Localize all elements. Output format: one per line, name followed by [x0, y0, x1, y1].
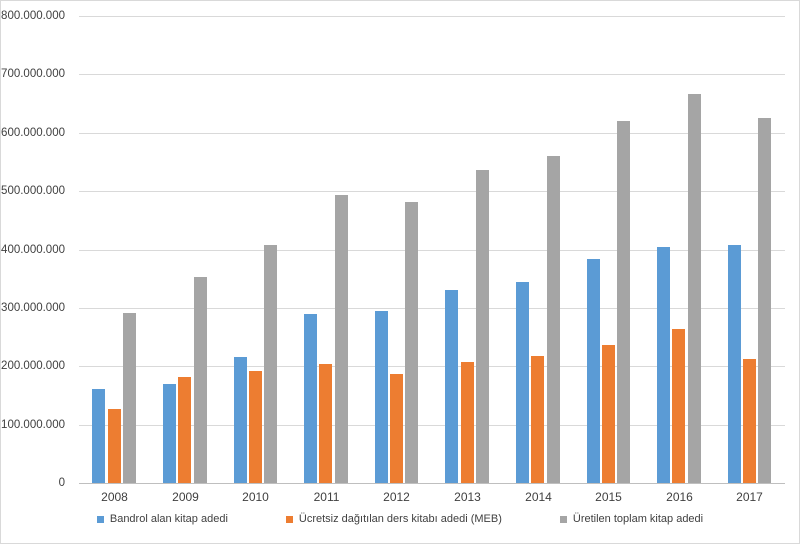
x-axis-label: 2015 [595, 490, 622, 504]
x-axis-label: 2014 [525, 490, 552, 504]
bar-series3-2015 [617, 121, 630, 483]
gridline [79, 16, 785, 17]
gridline [79, 425, 785, 426]
gridline [79, 74, 785, 75]
bar-series3-2016 [688, 94, 701, 483]
bar-series3-2014 [547, 156, 560, 483]
bar-series3-2008 [123, 313, 136, 483]
bar-series2-2017 [743, 359, 756, 483]
legend-label: Ücretsiz dağıtılan ders kitabı adedi (ME… [298, 513, 502, 525]
y-axis-tick-label: 300.000.000 [1, 302, 65, 314]
bar-series3-2017 [758, 118, 771, 483]
bar-series3-2011 [335, 195, 348, 483]
legend-label: Bandrol alan kitap adedi [109, 513, 228, 525]
bar-series3-2010 [264, 245, 277, 483]
gridline [79, 191, 785, 192]
y-axis-tick-label: 200.000.000 [1, 360, 65, 372]
x-axis-label: 2013 [454, 490, 481, 504]
bar-series3-2012 [405, 202, 418, 483]
y-axis-tick-label: 100.000.000 [1, 419, 65, 431]
bar-series2-2009 [178, 377, 191, 483]
bar-series1-2015 [587, 259, 600, 483]
bar-series2-2013 [461, 362, 474, 483]
bar-series1-2011 [304, 314, 317, 483]
y-axis-tick-label: 600.000.000 [1, 127, 65, 139]
x-axis-label: 2012 [383, 490, 410, 504]
bar-series1-2013 [445, 290, 458, 483]
legend-item: Üretilen toplam kitap adedi [559, 513, 704, 525]
x-axis-label: 2008 [101, 490, 128, 504]
bar-series3-2009 [194, 277, 207, 483]
y-axis-tick-label: 700.000.000 [1, 68, 65, 80]
legend-item: Ücretsiz dağıtılan ders kitabı adedi (ME… [285, 513, 502, 525]
bar-series1-2017 [728, 245, 741, 483]
gridline [79, 250, 785, 251]
y-axis-tick-label: 0 [58, 477, 65, 489]
gridline [79, 366, 785, 367]
bar-series1-2012 [375, 311, 388, 483]
bar-series2-2015 [602, 345, 615, 483]
bar-series2-2008 [108, 409, 121, 483]
x-axis-label: 2016 [666, 490, 693, 504]
y-axis-tick-label: 400.000.000 [1, 244, 65, 256]
bar-series2-2012 [390, 374, 403, 483]
bar-series1-2014 [516, 282, 529, 483]
legend-label: Üretilen toplam kitap adedi [572, 513, 704, 525]
x-axis-label: 2010 [242, 490, 269, 504]
legend-swatch-icon [559, 515, 567, 523]
bar-series1-2016 [657, 247, 670, 483]
legend: Bandrol alan kitap adedi Ücretsiz dağıtıl… [1, 513, 799, 525]
gridline [79, 133, 785, 134]
x-axis-label: 2009 [172, 490, 199, 504]
x-axis-label: 2011 [313, 490, 340, 504]
bar-series2-2014 [531, 356, 544, 483]
bar-series2-2010 [249, 371, 262, 483]
gridline [79, 308, 785, 309]
x-axis-line [79, 483, 785, 484]
bar-series2-2011 [319, 364, 332, 483]
y-axis-tick-label: 800.000.000 [1, 10, 65, 22]
bar-series1-2008 [92, 389, 105, 483]
legend-swatch-icon [96, 515, 104, 523]
bar-series1-2009 [163, 384, 176, 483]
bar-series2-2016 [672, 329, 685, 483]
bar-series3-2013 [476, 170, 489, 483]
y-axis-tick-label: 500.000.000 [1, 185, 65, 197]
bar-series1-2010 [234, 357, 247, 483]
x-axis-label: 2017 [736, 490, 763, 504]
legend-swatch-icon [285, 515, 293, 523]
legend-item: Bandrol alan kitap adedi [96, 513, 228, 525]
